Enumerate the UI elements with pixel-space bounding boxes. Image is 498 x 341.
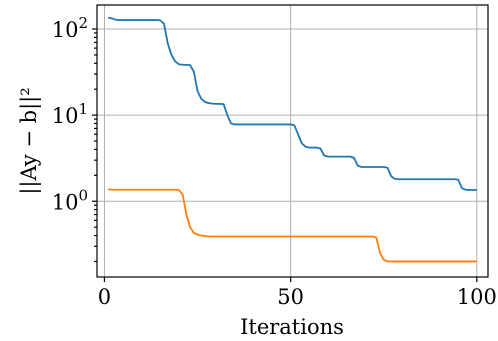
- grid: [97, 5, 488, 277]
- y-tick-exponent: 0: [78, 186, 88, 204]
- y-axis-label: ||Ay − b||²: [17, 87, 42, 194]
- y-tick-exponent: 2: [78, 14, 88, 32]
- y-tick-label: 102: [52, 14, 88, 42]
- series-group: [108, 16, 477, 263]
- series-1-line: [108, 188, 477, 263]
- y-tick-base: 10: [52, 190, 79, 214]
- x-tick-label: 50: [277, 285, 304, 309]
- x-tick-label: 100: [457, 285, 497, 309]
- series-0-line: [108, 16, 477, 191]
- y-tick-base: 10: [52, 18, 79, 42]
- y-tick-label: 100: [52, 186, 88, 214]
- y-tick-label: 101: [52, 100, 88, 128]
- x-axis-label: Iterations: [240, 315, 344, 339]
- x-tick-label: 0: [98, 285, 111, 309]
- y-tick-exponent: 1: [78, 100, 88, 118]
- y-tick-base: 10: [52, 104, 79, 128]
